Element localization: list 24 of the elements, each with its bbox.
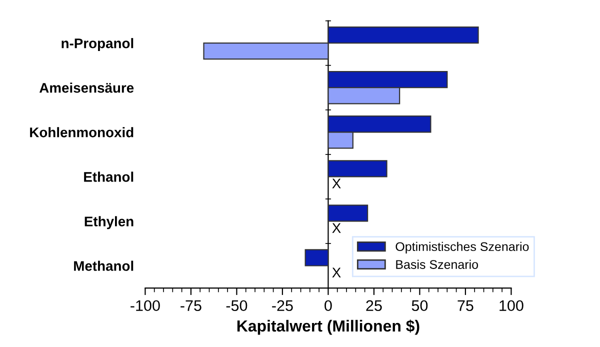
x-tick-label: -25 bbox=[272, 300, 293, 312]
y-tick-label: n-Propanol bbox=[62, 38, 134, 51]
x-tick-label: 75 bbox=[458, 300, 474, 312]
y-tick-label: Methanol bbox=[74, 260, 134, 271]
bar bbox=[328, 204, 368, 222]
x-tick-label: -75 bbox=[180, 300, 202, 312]
legend-label: Basis Szenario bbox=[396, 260, 478, 269]
bar bbox=[328, 160, 388, 178]
x-tick-label: 100 bbox=[500, 300, 524, 312]
y-tick-label: Ethylen bbox=[84, 216, 134, 230]
x-tick-label: 50 bbox=[412, 300, 428, 312]
x-tick-label: -100 bbox=[130, 300, 160, 312]
y-tick-label: Ethanol bbox=[84, 172, 134, 182]
x-tick-label: -50 bbox=[226, 300, 248, 312]
y-tick-label: Ameisensäure bbox=[39, 82, 134, 93]
annotation: X bbox=[332, 268, 341, 278]
x-axis-title: Kapitalwert (Millionen $) bbox=[237, 320, 420, 335]
x-tick-label: 0 bbox=[324, 300, 332, 312]
bar bbox=[304, 249, 329, 266]
y-tick-label: Kohlenmonoxid bbox=[30, 127, 134, 138]
annotation: X bbox=[332, 178, 341, 188]
legend-label: Optimistisches Szenario bbox=[396, 242, 529, 254]
x-tick-label: 25 bbox=[366, 300, 382, 312]
annotation: X bbox=[332, 223, 341, 233]
